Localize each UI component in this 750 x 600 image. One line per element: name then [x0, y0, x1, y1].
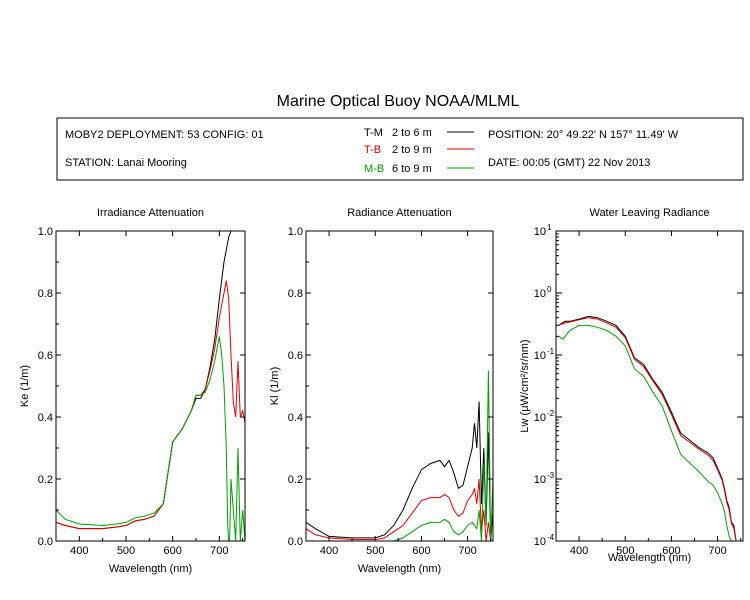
radiance-ytick-label: 0.4: [288, 412, 303, 424]
irradiance-xtick-label: 700: [210, 545, 228, 557]
irradiance-series-t-b: [56, 280, 245, 530]
water-leaving-ytick-exponent: 1: [547, 223, 552, 232]
water-leaving-radiance-plot: Water Leaving Radiance 400 500 600 700 Wavele…: [519, 207, 744, 564]
radiance-xtick-label: 500: [366, 545, 384, 557]
info-box-frame: [56, 117, 744, 181]
water-leaving-ytick-label: 10: [534, 474, 546, 486]
water-leaving-xlabel: Wavelength (nm): [608, 552, 691, 564]
radiance-xtick-label: 600: [412, 545, 430, 557]
legend-code-tm: T-M: [364, 127, 383, 139]
irradiance-ytick-label: 0.2: [38, 474, 53, 486]
irradiance-ytick-label: 1.0: [38, 226, 53, 238]
date-text: DATE: 00:05 (GMT) 22 Nov 2013: [488, 157, 650, 169]
water-leaving-ytick-exponent: -1: [547, 347, 555, 356]
radiance-title: Radiance Attenuation: [347, 207, 452, 219]
water-leaving-ytick-exponent: -4: [547, 533, 555, 542]
radiance-plot-frame: [305, 230, 494, 542]
radiance-xtick-label: 400: [320, 545, 338, 557]
radiance-ylabel: Kl (1/m): [269, 367, 281, 406]
water-leaving-xtick-label: 500: [616, 545, 634, 557]
radiance-xtick-label: 700: [458, 545, 476, 557]
radiance-ytick-label: 0.2: [288, 474, 303, 486]
position-text: POSITION: 20° 49.22' N 157° 11.49' W: [488, 129, 679, 141]
water-leaving-series-t-m: [558, 315, 737, 541]
water-leaving-ytick-label: 10: [534, 288, 546, 300]
irradiance-series-m-b: [56, 336, 245, 541]
water-leaving-ytick-label: 10: [534, 226, 546, 238]
legend-range-tb: 2 to 9 m: [392, 144, 432, 156]
water-leaving-ytick-label: 10: [534, 412, 546, 424]
water-leaving-series-group: [558, 315, 737, 541]
legend-range-tm: 2 to 6 m: [392, 127, 432, 139]
water-leaving-ytick-exponent: -2: [547, 409, 555, 418]
irradiance-series-t-m: [56, 231, 245, 530]
irradiance-ytick-label: 0.4: [38, 412, 53, 424]
water-leaving-xtick-label: 700: [708, 545, 726, 557]
water-leaving-ytick-exponent: 0: [547, 285, 552, 294]
irradiance-ytick-label: 0.8: [38, 288, 53, 300]
radiance-ytick-label: 0.6: [288, 350, 303, 362]
water-leaving-plot-frame: [555, 230, 744, 542]
station-text: STATION: Lanai Mooring: [65, 157, 187, 169]
water-leaving-xtick-label: 600: [662, 545, 680, 557]
legend-code-mb: M-B: [364, 163, 384, 175]
radiance-series-t-b: [306, 478, 492, 541]
water-leaving-title: Water Leaving Radiance: [589, 207, 709, 219]
legend: T-M 2 to 6 m T-B 2 to 9 m M-B 6 to 9 m: [364, 127, 474, 175]
water-leaving-ytick-exponent: -3: [547, 471, 555, 480]
water-leaving-ylabel: Lw (μW/cm²/sr/nm): [519, 339, 531, 432]
radiance-attenuation-plot: Radiance Attenuation 400 500 600 700 Waveleng…: [269, 207, 494, 575]
radiance-ytick-label: 0.0: [288, 536, 303, 548]
water-leaving-series-t-b: [558, 317, 737, 541]
irradiance-ylabel: Ke (1/m): [19, 365, 31, 407]
water-leaving-xtick-label: 400: [570, 545, 588, 557]
figure-title: Marine Optical Buoy NOAA/MLML: [277, 93, 520, 110]
legend-code-tb: T-B: [364, 144, 381, 156]
deployment-text: MOBY2 DEPLOYMENT: 53 CONFIG: 01: [65, 129, 264, 141]
irradiance-xlabel: Wavelength (nm): [109, 563, 192, 575]
irradiance-series-group: [56, 231, 245, 541]
irradiance-ytick-label: 0.0: [38, 536, 53, 548]
irradiance-title: Irradiance Attenuation: [97, 207, 204, 219]
info-box: MOBY2 DEPLOYMENT: 53 CONFIG: 01 STATION:…: [56, 117, 744, 181]
irradiance-plot-frame: [55, 230, 246, 542]
water-leaving-ytick-label: 10: [534, 536, 546, 548]
radiance-series-t-m: [306, 401, 493, 541]
irradiance-ytick-label: 0.6: [38, 350, 53, 362]
radiance-series-m-b: [306, 370, 493, 541]
irradiance-xtick-label: 500: [117, 545, 135, 557]
radiance-ytick-label: 1.0: [288, 226, 303, 238]
irradiance-attenuation-plot: Irradiance Attenuation 400 500 600 700 Wavele…: [19, 207, 246, 575]
water-leaving-ytick-label: 10: [534, 350, 546, 362]
radiance-xlabel: Wavelength (nm): [358, 563, 441, 575]
radiance-ytick-label: 0.8: [288, 288, 303, 300]
radiance-series-group: [306, 370, 493, 541]
water-leaving-series-m-b: [558, 324, 732, 541]
irradiance-xtick-label: 600: [163, 545, 181, 557]
legend-range-mb: 6 to 9 m: [392, 163, 432, 175]
irradiance-xtick-label: 400: [70, 545, 88, 557]
